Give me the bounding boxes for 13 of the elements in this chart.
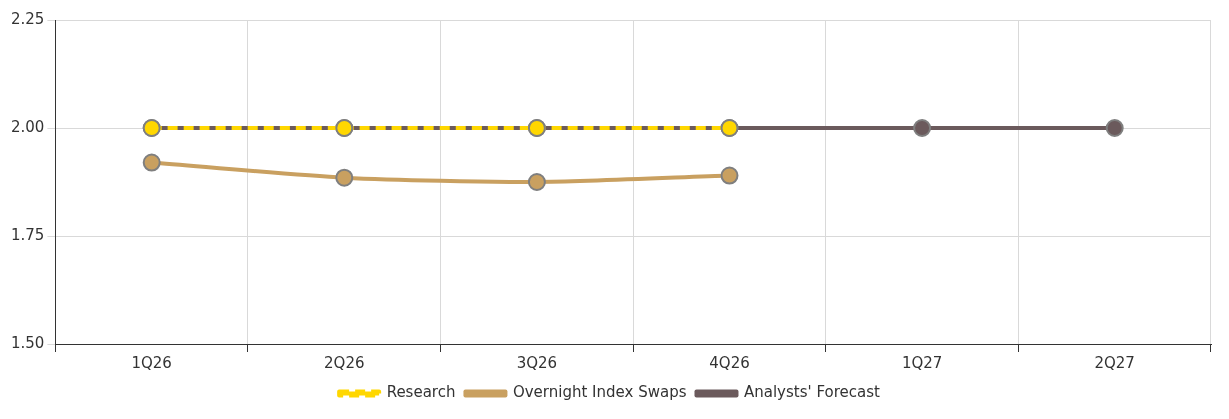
y-tick-label: 1.75 (10, 225, 45, 244)
legend-label: Overnight Index Swaps (512, 383, 687, 402)
legend-label: Analysts' Forecast (743, 383, 880, 402)
x-tick-label: 1Q27 (901, 353, 943, 372)
y-tick-label: 2.25 (10, 9, 45, 28)
x-tick-label: 2Q26 (324, 353, 365, 372)
y-tick-label: 2.00 (10, 117, 45, 136)
x-tick-label: 4Q26 (709, 353, 750, 372)
x-tick-label: 2Q27 (1094, 353, 1135, 372)
x-tick-label: 3Q26 (516, 353, 558, 372)
y-tick-label: 1.50 (10, 333, 45, 352)
x-tick-label: 1Q26 (131, 353, 172, 372)
legend-label: Research (386, 383, 456, 402)
